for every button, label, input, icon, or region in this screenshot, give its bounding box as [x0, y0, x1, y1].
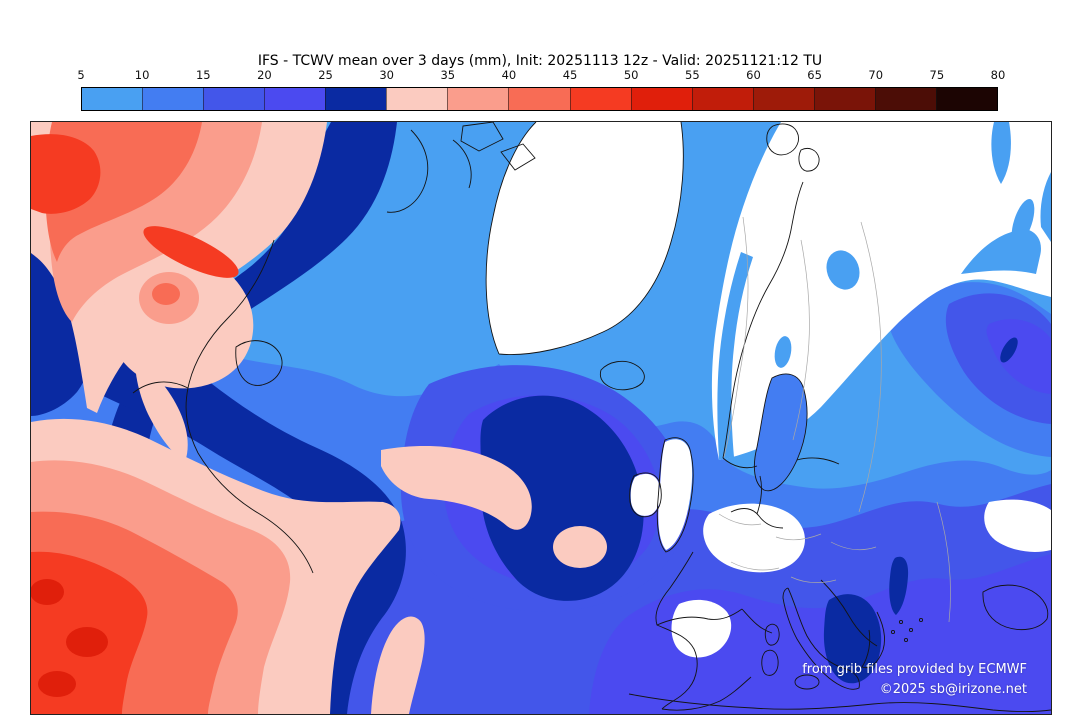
- colorbar-tick-10: 10: [134, 68, 150, 82]
- colorbar-segment-60-65: [752, 88, 814, 110]
- colorbar-segment-30-35: [386, 88, 448, 110]
- colorbar-tick-30: 30: [379, 68, 394, 82]
- aegean-islands: [890, 617, 924, 643]
- colorbar-segment-10-15: [142, 88, 204, 110]
- chart-title: IFS - TCWV mean over 3 days (mm), Init: …: [257, 53, 823, 69]
- attribution: from grib files provided by ECMWF ©2025 …: [802, 660, 1027, 700]
- colorbar-segment-20-25: [264, 88, 326, 110]
- colorbar-tick-65: 65: [807, 68, 822, 82]
- colorbar-ticks: 5 10 15 20 25 30 35 40 45 50 55 60 65 70 75 80: [77, 68, 1005, 84]
- colorbar-segment-50-55: [630, 88, 692, 110]
- colorbar-tick-15: 15: [195, 68, 211, 82]
- colorbar-segment-25-30: [325, 88, 387, 110]
- colorbar-tick-45: 45: [562, 68, 578, 82]
- attribution-copyright: ©2025 sb@irizone.net: [879, 681, 1027, 697]
- colorbar-segment-70-75: [874, 88, 936, 110]
- colorbar-segment-15-20: [203, 88, 265, 110]
- colorbar-segment-65-70: [813, 88, 875, 110]
- colorbar-tick-5: 5: [77, 68, 85, 82]
- attribution-source: from grib files provided by ECMWF: [802, 661, 1027, 677]
- country-borders: [718, 216, 951, 623]
- colorbar-tick-60: 60: [746, 68, 761, 82]
- colorbar-segment-55-60: [691, 88, 753, 110]
- coastlines: [132, 122, 1051, 712]
- colorbar-segment-75-80: [935, 88, 997, 110]
- colorbar-tick-20: 20: [257, 68, 272, 82]
- band-below-5: [486, 122, 1051, 658]
- colorbar-segment-35-40: [447, 88, 509, 110]
- colorbar-tick-35: 35: [440, 68, 456, 82]
- colorbar-tick-80: 80: [990, 68, 1006, 82]
- band-50-55: [31, 579, 108, 697]
- colorbar-tick-25: 25: [318, 68, 333, 82]
- colorbar-segment-45-50: [569, 88, 631, 110]
- colorbar-tick-70: 70: [868, 68, 884, 82]
- sea-overlays: [717, 122, 1041, 491]
- map-canvas: from grib files provided by ECMWF ©2025 …: [30, 121, 1052, 715]
- colorbar: [81, 87, 998, 111]
- colorbar-tick-50: 50: [623, 68, 639, 82]
- colorbar-tick-75: 75: [929, 68, 945, 82]
- colorbar-segment-40-45: [508, 88, 570, 110]
- colorbar-tick-40: 40: [501, 68, 517, 82]
- colorbar-tick-55: 55: [685, 68, 700, 82]
- tcwv-contour-map: [31, 122, 1051, 714]
- colorbar-segment-5-10: [82, 88, 143, 110]
